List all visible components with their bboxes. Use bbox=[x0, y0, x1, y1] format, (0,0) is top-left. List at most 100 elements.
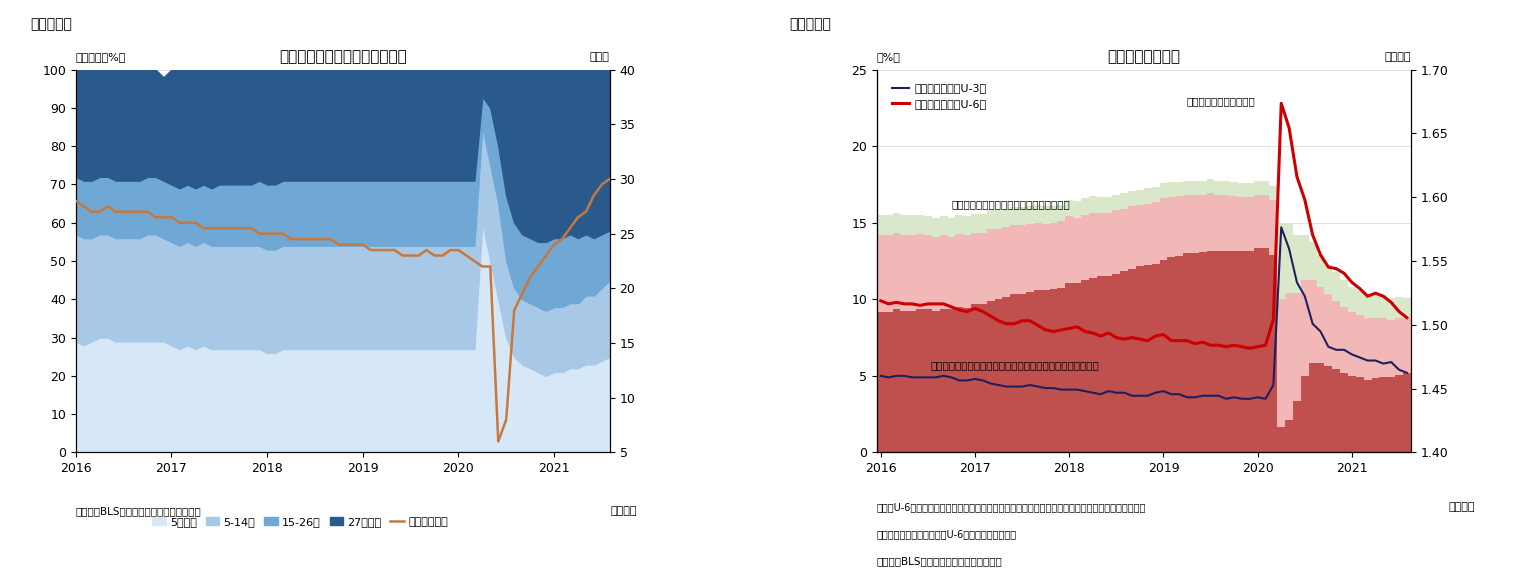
Bar bbox=[1309, 363, 1317, 452]
Bar bbox=[1277, 223, 1285, 299]
Bar bbox=[1206, 193, 1215, 251]
Bar bbox=[1215, 180, 1223, 195]
Bar bbox=[1340, 307, 1349, 374]
Bar bbox=[1403, 374, 1411, 452]
Text: 経済的理由によるパートタイマー（右軸）: 経済的理由によるパートタイマー（右軸） bbox=[951, 200, 1071, 209]
Bar bbox=[978, 214, 986, 233]
Title: 失業期間の分布と平均失業期間: 失業期間の分布と平均失業期間 bbox=[279, 49, 407, 64]
Bar bbox=[1159, 198, 1168, 260]
Bar bbox=[1018, 294, 1025, 452]
Bar bbox=[1120, 193, 1129, 209]
Bar bbox=[1073, 218, 1082, 282]
Bar bbox=[1317, 255, 1324, 287]
Bar bbox=[1245, 197, 1253, 251]
Bar bbox=[1097, 212, 1104, 276]
Bar bbox=[1356, 314, 1364, 377]
Bar bbox=[1018, 225, 1025, 294]
Bar bbox=[916, 234, 924, 310]
Bar bbox=[995, 229, 1003, 299]
Bar bbox=[909, 235, 916, 311]
Bar bbox=[1403, 298, 1411, 318]
Bar bbox=[877, 312, 884, 452]
Bar bbox=[1277, 299, 1285, 427]
Bar bbox=[1349, 312, 1356, 376]
Bar bbox=[1010, 294, 1018, 452]
Legend: 通常の失業率（U-3）, 広義の失業率（U-6）: 通常の失業率（U-3）, 広義の失業率（U-6） bbox=[887, 79, 991, 114]
Bar bbox=[1136, 190, 1144, 205]
Text: （月次）: （月次） bbox=[610, 506, 637, 516]
Bar bbox=[1198, 180, 1206, 195]
Bar bbox=[1371, 378, 1379, 452]
Bar bbox=[1198, 252, 1206, 452]
Bar bbox=[1238, 183, 1245, 197]
Bar bbox=[1183, 180, 1191, 195]
Bar bbox=[1042, 224, 1050, 291]
Bar bbox=[956, 234, 963, 307]
Bar bbox=[1176, 256, 1183, 452]
Bar bbox=[1379, 377, 1387, 452]
Bar bbox=[1270, 200, 1277, 255]
Bar bbox=[939, 235, 948, 310]
Bar bbox=[978, 304, 986, 452]
Bar bbox=[1089, 212, 1097, 278]
Bar bbox=[1168, 257, 1176, 452]
Bar bbox=[1262, 180, 1270, 195]
Bar bbox=[1292, 235, 1302, 293]
Bar bbox=[1230, 251, 1238, 452]
Bar bbox=[1396, 318, 1403, 375]
Bar bbox=[901, 215, 909, 235]
Bar bbox=[1010, 208, 1018, 225]
Bar bbox=[971, 214, 978, 233]
Bar bbox=[1159, 260, 1168, 452]
Bar bbox=[978, 233, 986, 304]
Bar bbox=[1144, 265, 1151, 452]
Bar bbox=[1035, 223, 1042, 291]
Bar bbox=[1025, 224, 1035, 292]
Bar bbox=[1292, 401, 1302, 452]
Bar bbox=[1050, 289, 1057, 452]
Bar bbox=[909, 215, 916, 235]
Bar bbox=[1309, 280, 1317, 363]
Text: 周辺労働力人口（右軸）: 周辺労働力人口（右軸） bbox=[1186, 96, 1255, 106]
Bar bbox=[1129, 206, 1136, 269]
Bar bbox=[1082, 198, 1089, 215]
Bar bbox=[1270, 186, 1277, 200]
Bar bbox=[1042, 291, 1050, 452]
Bar bbox=[963, 235, 971, 308]
Text: （図表７）: （図表７） bbox=[30, 17, 73, 31]
Bar bbox=[1168, 182, 1176, 197]
Bar bbox=[1120, 209, 1129, 271]
Bar bbox=[939, 310, 948, 452]
Bar bbox=[1403, 318, 1411, 374]
Bar bbox=[1302, 235, 1309, 280]
Bar bbox=[995, 210, 1003, 229]
Text: 労働力人口（経済的理由によるパートタイマー除く、右軸）: 労働力人口（経済的理由によるパートタイマー除く、右軸） bbox=[930, 360, 1098, 370]
Text: （シェア、%）: （シェア、%） bbox=[76, 52, 126, 62]
Bar bbox=[1206, 251, 1215, 452]
Bar bbox=[1396, 375, 1403, 452]
Bar bbox=[1262, 195, 1270, 248]
Bar bbox=[1253, 195, 1262, 248]
Bar bbox=[916, 310, 924, 452]
Bar bbox=[1285, 223, 1292, 293]
Bar bbox=[909, 311, 916, 452]
Bar bbox=[1285, 293, 1292, 420]
Bar bbox=[901, 235, 909, 311]
Bar bbox=[1003, 209, 1010, 227]
Bar bbox=[1151, 202, 1159, 263]
Bar bbox=[1183, 195, 1191, 253]
Bar bbox=[1371, 295, 1379, 318]
Bar bbox=[1151, 263, 1159, 452]
Text: （資料）BLSよりニッセイ基礎研究所作成: （資料）BLSよりニッセイ基礎研究所作成 bbox=[877, 556, 1003, 566]
Bar bbox=[971, 304, 978, 452]
Bar bbox=[1097, 276, 1104, 452]
Text: （注）U-6＝（失業者＋周辺労働力＋経済的理由によるパートタイマー）／（労働力＋周辺労働力）: （注）U-6＝（失業者＋周辺労働力＋経済的理由によるパートタイマー）／（労働力＋… bbox=[877, 502, 1147, 512]
Text: （資料）BLSよりニッセイ基礎研究所作成: （資料）BLSよりニッセイ基礎研究所作成 bbox=[76, 506, 202, 516]
Bar bbox=[963, 216, 971, 235]
Bar bbox=[1082, 280, 1089, 452]
Bar bbox=[1371, 318, 1379, 378]
Bar bbox=[1349, 376, 1356, 452]
Bar bbox=[1364, 294, 1371, 318]
Bar bbox=[1253, 180, 1262, 195]
Bar bbox=[892, 310, 901, 452]
